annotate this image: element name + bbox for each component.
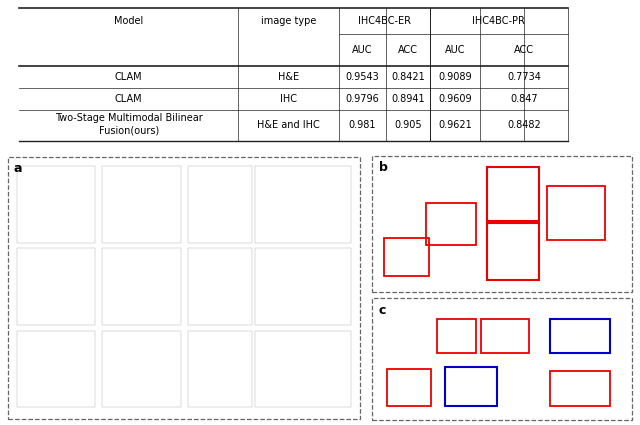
Bar xyxy=(426,204,476,244)
Bar xyxy=(550,371,610,406)
Text: 0.9089: 0.9089 xyxy=(438,72,472,82)
Text: AUC: AUC xyxy=(352,45,372,55)
Text: 0.7734: 0.7734 xyxy=(507,72,541,82)
Bar xyxy=(102,248,180,325)
Text: H&E: H&E xyxy=(278,72,300,82)
Text: c: c xyxy=(379,304,386,317)
Bar xyxy=(188,331,252,408)
Bar xyxy=(102,166,180,243)
Bar xyxy=(436,319,476,353)
Bar xyxy=(384,238,429,276)
Text: CLAM: CLAM xyxy=(115,94,143,104)
Bar xyxy=(547,186,605,241)
Text: 0.8482: 0.8482 xyxy=(507,120,541,130)
Bar xyxy=(17,331,95,408)
Bar xyxy=(387,369,431,406)
Text: Fusion(ours): Fusion(ours) xyxy=(99,126,159,136)
Text: 0.981: 0.981 xyxy=(349,120,376,130)
Bar xyxy=(188,166,252,243)
Text: 0.9543: 0.9543 xyxy=(346,72,380,82)
Text: 0.8421: 0.8421 xyxy=(391,72,425,82)
Text: 0.8941: 0.8941 xyxy=(391,94,424,104)
Bar xyxy=(486,167,539,221)
Bar xyxy=(188,248,252,325)
Text: CLAM: CLAM xyxy=(115,72,143,82)
Text: IHC4BC-PR: IHC4BC-PR xyxy=(472,16,525,26)
Text: image type: image type xyxy=(261,16,316,26)
Text: Model: Model xyxy=(114,16,143,26)
Text: ACC: ACC xyxy=(514,45,534,55)
Bar xyxy=(17,248,95,325)
Text: 0.847: 0.847 xyxy=(510,94,538,104)
Bar xyxy=(445,367,497,406)
Bar xyxy=(486,223,539,280)
Text: 0.9609: 0.9609 xyxy=(438,94,472,104)
Text: AUC: AUC xyxy=(445,45,465,55)
Text: 0.9621: 0.9621 xyxy=(438,120,472,130)
Text: Two-Stage Multimodal Bilinear: Two-Stage Multimodal Bilinear xyxy=(55,113,203,123)
Bar xyxy=(255,248,351,325)
Text: 0.905: 0.905 xyxy=(394,120,422,130)
Text: IHC4BC-ER: IHC4BC-ER xyxy=(358,16,411,26)
Bar xyxy=(102,331,180,408)
Text: a: a xyxy=(13,162,22,175)
Bar xyxy=(550,319,610,353)
Bar xyxy=(17,166,95,243)
Text: 0.9796: 0.9796 xyxy=(346,94,380,104)
Text: IHC: IHC xyxy=(280,94,297,104)
Bar xyxy=(481,319,529,353)
Bar xyxy=(255,166,351,243)
Text: ACC: ACC xyxy=(398,45,418,55)
Text: H&E and IHC: H&E and IHC xyxy=(257,120,320,130)
Bar xyxy=(255,331,351,408)
Text: b: b xyxy=(379,161,388,174)
